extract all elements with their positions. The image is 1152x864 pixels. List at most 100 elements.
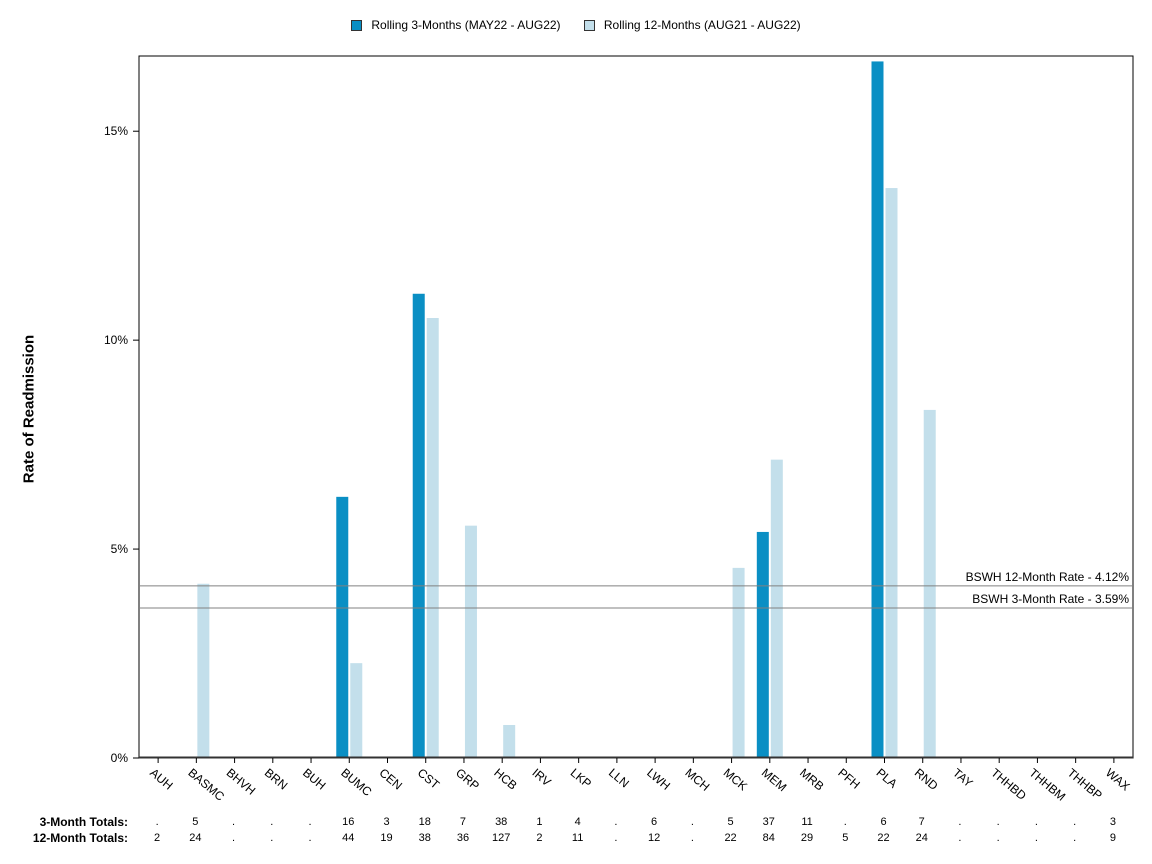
bar-12-month-bumc	[350, 663, 363, 758]
reference-line-label-3-month: BSWH 3-Month Rate - 3.59%	[972, 592, 1129, 606]
reference-line-label-12-month: BSWH 12-Month Rate - 4.12%	[966, 570, 1130, 584]
legend-swatch-12-month	[583, 19, 595, 31]
twelve-month-total-value: 29	[800, 832, 814, 844]
legend: Rolling 3-Months (MAY22 - AUG22) Rolling…	[0, 18, 1152, 34]
x-tick-label: MCK	[721, 766, 750, 794]
x-tick-label: BUMC	[338, 766, 374, 800]
three-month-total-value: 6	[880, 816, 887, 828]
three-month-total-value: .	[155, 816, 159, 828]
twelve-month-total-value: .	[308, 832, 312, 844]
three-month-total-value: .	[958, 816, 962, 828]
three-month-total-value: .	[308, 816, 312, 828]
x-tick-label: HCB	[491, 766, 519, 793]
bar-3-month-cst	[412, 293, 425, 758]
x-tick-label: LWH	[644, 766, 673, 793]
x-tick-label: MRB	[797, 766, 826, 794]
legend-label-12-month: Rolling 12-Months (AUG21 - AUG22)	[603, 18, 801, 32]
bar-12-month-mem	[770, 459, 783, 758]
twelve-month-total-value: 24	[189, 832, 202, 844]
twelve-month-total-value: 127	[492, 832, 511, 844]
three-month-total-value: 5	[727, 816, 734, 828]
x-tick-label: AUH	[147, 766, 175, 793]
three-month-totals-label: 3-Month Totals:	[39, 815, 128, 829]
y-tick-label: 5%	[111, 542, 129, 556]
bar-12-month-rnd	[923, 409, 936, 758]
x-tick-label: LKP	[568, 766, 594, 791]
x-tick-label: LLN	[606, 766, 632, 791]
three-month-total-value: .	[843, 816, 847, 828]
three-month-total-value: 38	[495, 816, 508, 828]
bar-3-month-mem	[756, 531, 769, 758]
y-tick-label: 10%	[104, 333, 128, 347]
twelve-month-total-value: 12	[647, 832, 661, 844]
legend-item-3-month[interactable]: Rolling 3-Months (MAY22 - AUG22)	[351, 18, 561, 32]
x-tick-label: GRP	[453, 766, 482, 793]
twelve-month-total-value: 22	[877, 832, 890, 844]
x-tick-label: MCH	[682, 766, 712, 794]
x-tick-label: PFH	[835, 766, 862, 792]
twelve-month-total-value: 38	[418, 832, 431, 844]
twelve-month-total-value: .	[1073, 832, 1077, 844]
three-month-total-value: .	[1073, 816, 1077, 828]
three-month-total-value: .	[996, 816, 1000, 828]
three-month-total-value: 5	[192, 816, 199, 828]
x-tick-label: TAY	[950, 766, 976, 791]
twelve-month-total-value: 2	[154, 832, 161, 844]
bar-12-month-cst	[426, 317, 439, 758]
legend-item-12-month[interactable]: Rolling 12-Months (AUG21 - AUG22)	[583, 18, 801, 32]
twelve-month-total-value: .	[232, 832, 236, 844]
three-month-total-value: 37	[762, 816, 775, 828]
x-tick-label: CST	[415, 766, 443, 793]
x-tick-label: THHBP	[1065, 766, 1105, 803]
plot-frame	[138, 55, 1134, 759]
bar-3-month-pla	[871, 61, 884, 759]
twelve-month-total-value: 44	[342, 832, 355, 844]
three-month-total-value: .	[614, 816, 618, 828]
twelve-month-total-value: .	[996, 832, 1000, 844]
three-month-total-value: 6	[651, 816, 658, 828]
x-tick-label: CEN	[377, 766, 405, 793]
three-month-total-value: .	[1034, 816, 1038, 828]
legend-label-3-month: Rolling 3-Months (MAY22 - AUG22)	[371, 18, 561, 32]
twelve-month-total-value: 5	[842, 832, 849, 844]
three-month-total-value: 18	[418, 816, 431, 828]
y-tick-label: 0%	[111, 751, 129, 765]
x-tick-label: THHBD	[988, 766, 1029, 804]
bar-3-month-bumc	[336, 496, 349, 758]
three-month-total-value: 3	[1109, 816, 1116, 828]
twelve-month-total-value: 19	[380, 832, 393, 844]
three-month-total-value: 11	[801, 816, 813, 828]
three-month-total-value: 16	[342, 816, 355, 828]
bar-12-month-hcb	[503, 724, 516, 758]
x-tick-label: PLA	[874, 766, 900, 791]
three-month-total-value: .	[690, 816, 694, 828]
twelve-month-total-value: .	[1034, 832, 1038, 844]
three-month-total-value: 4	[574, 816, 581, 828]
x-tick-label: IRV	[529, 766, 553, 789]
twelve-month-total-value: 84	[762, 832, 775, 844]
legend-swatch-3-month	[351, 19, 363, 31]
bar-12-month-basmc	[197, 583, 210, 758]
bar-12-month-grp	[464, 525, 477, 758]
three-month-total-value: .	[270, 816, 274, 828]
x-tick-label: BUH	[300, 766, 328, 793]
y-tick-label: 15%	[104, 124, 128, 138]
twelve-month-totals-label: 12-Month Totals:	[32, 831, 128, 845]
twelve-month-total-value: .	[614, 832, 618, 844]
twelve-month-total-value: 24	[915, 832, 928, 844]
twelve-month-total-value: 11	[571, 832, 584, 844]
three-month-total-value: 3	[383, 816, 390, 828]
three-month-total-value: 7	[918, 816, 925, 828]
twelve-month-total-value: .	[270, 832, 274, 844]
x-tick-label: BRN	[262, 766, 290, 793]
x-tick-label: RND	[912, 766, 941, 794]
three-month-total-value: 1	[536, 816, 543, 828]
x-tick-label: MEM	[759, 766, 789, 795]
twelve-month-total-value: 22	[724, 832, 737, 844]
x-tick-label: WAX	[1103, 766, 1133, 794]
twelve-month-total-value: 36	[456, 832, 470, 844]
three-month-total-value: 7	[459, 816, 467, 828]
three-month-total-value: .	[232, 816, 236, 828]
twelve-month-total-value: .	[690, 832, 694, 844]
